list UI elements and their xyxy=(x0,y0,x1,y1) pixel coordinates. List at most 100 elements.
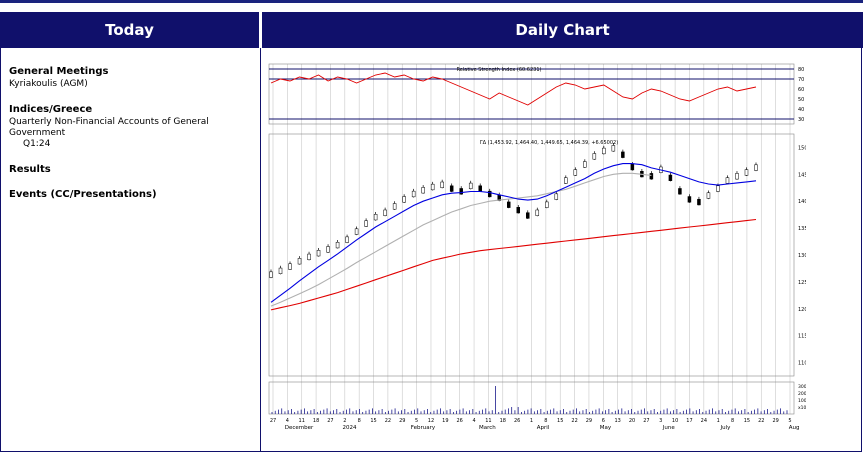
top-border xyxy=(0,0,863,3)
day-tick-label: 4 xyxy=(472,418,475,424)
day-tick-label: 11 xyxy=(485,418,491,424)
section-title: Indices/Greece xyxy=(9,104,93,115)
day-tick-label: 22 xyxy=(385,418,391,424)
day-tick-label: 8 xyxy=(544,418,547,424)
candle-body xyxy=(649,173,654,180)
section-item: Quarterly Non-Financial Accounts of Gene… xyxy=(9,117,209,138)
today-panel: General Meetings Kyriakoulis (AGM) Indic… xyxy=(9,66,254,214)
section-item: Q1:24 xyxy=(23,139,51,149)
day-tick-label: 26 xyxy=(457,418,463,424)
day-tick-label: 3 xyxy=(659,418,662,424)
candle-body xyxy=(516,207,521,214)
day-tick-label: 29 xyxy=(586,418,592,424)
price-tick-label: 1350 xyxy=(798,226,806,232)
candle-body xyxy=(459,188,463,195)
day-tick-label: 4 xyxy=(286,418,289,424)
section-events: Events (CC/Presentations) xyxy=(9,189,254,200)
chart-svg: 27 4 11 18 27 2 8 15 22 29 5 12 19 26 4 11 18 26 1 8 15 22 29 6… xyxy=(268,63,812,431)
month-label: July xyxy=(720,425,732,430)
price-tick-label: 1250 xyxy=(798,280,806,286)
candle-body xyxy=(449,185,454,192)
candle-body xyxy=(373,214,378,221)
rsi-tick-label: 80 xyxy=(798,67,804,73)
section-title: General Meetings xyxy=(9,66,109,77)
day-tick-label: 12 xyxy=(428,418,434,424)
month-label: May xyxy=(600,425,612,430)
day-tick-label: 29 xyxy=(772,418,778,424)
candle-body xyxy=(288,263,292,270)
rsi-tick-label: 30 xyxy=(798,117,804,123)
candle-body xyxy=(716,185,720,192)
candle-body xyxy=(621,151,625,158)
candle-body xyxy=(611,145,616,152)
day-tick-label: 15 xyxy=(370,418,376,424)
candle-body xyxy=(411,190,416,198)
candle-body xyxy=(335,241,340,249)
candle-body xyxy=(678,188,682,195)
candle-body xyxy=(754,164,758,171)
day-tick-label: 2 xyxy=(343,418,346,424)
price-tick-label: 1450 xyxy=(798,172,806,178)
day-tick-label: 6 xyxy=(602,418,605,424)
ma_long-line xyxy=(270,218,757,311)
day-tick-label: 11 xyxy=(299,418,305,424)
candle-body xyxy=(307,253,311,261)
month-label: June xyxy=(662,425,676,430)
day-tick-label: 22 xyxy=(758,418,764,424)
rsi-tick-label: 40 xyxy=(798,107,804,113)
month-label: December xyxy=(285,425,314,430)
price-tick-label: 1150 xyxy=(798,334,806,340)
price-tick-label: 1200 xyxy=(798,307,806,313)
rsi-label: Relative Strength Index (60.6231) xyxy=(457,67,542,73)
day-tick-label: 24 xyxy=(701,418,707,424)
day-tick-label: 8 xyxy=(358,418,361,424)
candle-body xyxy=(526,212,530,219)
candle-body xyxy=(744,169,749,176)
candle-body xyxy=(345,236,349,243)
section-general-meetings: General Meetings Kyriakoulis (AGM) xyxy=(9,66,254,90)
candle-body xyxy=(506,201,511,208)
day-tick-label: 29 xyxy=(399,418,405,424)
today-title: Today xyxy=(105,21,154,39)
rsi-tick-label: 70 xyxy=(798,77,804,83)
day-tick-label: 10 xyxy=(672,418,678,424)
daily-chart: 27 4 11 18 27 2 8 15 22 29 5 12 19 26 4 11 18 26 1 8 15 22 29 6… xyxy=(266,58,812,431)
section-title: Events (CC/Presentations) xyxy=(9,189,157,200)
candle-body xyxy=(687,196,692,203)
rsi-line xyxy=(270,72,757,106)
candle-body xyxy=(583,161,587,168)
price-tick-label: 1100 xyxy=(798,361,806,367)
candle-body xyxy=(478,185,482,192)
volume-tick-label: x1000 xyxy=(798,405,806,411)
candle-body xyxy=(269,271,273,278)
candle-body xyxy=(706,192,711,199)
month-label: Aug xyxy=(789,425,800,430)
candle-body xyxy=(440,181,444,188)
candle-body xyxy=(487,190,492,198)
candle-body xyxy=(535,209,540,216)
day-tick-label: 27 xyxy=(270,418,276,424)
day-tick-label: 22 xyxy=(571,418,577,424)
candle-body xyxy=(383,209,387,216)
candle-body xyxy=(326,246,330,253)
month-label: April xyxy=(537,425,550,430)
day-tick-label: 1 xyxy=(717,418,720,424)
candle-body xyxy=(297,258,302,265)
candle-body xyxy=(402,196,406,203)
day-tick-label: 8 xyxy=(731,418,734,424)
section-item: Kyriakoulis (AGM) xyxy=(9,79,88,89)
volume-tick-label: 10000 xyxy=(798,398,806,404)
day-tick-label: 19 xyxy=(442,418,448,424)
price-tick-label: 1500 xyxy=(798,145,806,151)
day-tick-label: 18 xyxy=(500,418,506,424)
rsi-tick-label: 50 xyxy=(798,97,804,103)
candle-body xyxy=(392,203,397,210)
ma_mid-line xyxy=(270,172,652,307)
section-title: Results xyxy=(9,164,51,175)
day-tick-label: 13 xyxy=(614,418,620,424)
price-label: ΓΔ (1,453.92, 1,464.40, 1,449.65, 1,464.… xyxy=(480,140,618,146)
candle-body xyxy=(735,173,739,180)
candle-body xyxy=(545,201,549,208)
price-panel xyxy=(268,133,795,377)
volume-tick-label: 20000 xyxy=(798,391,806,397)
